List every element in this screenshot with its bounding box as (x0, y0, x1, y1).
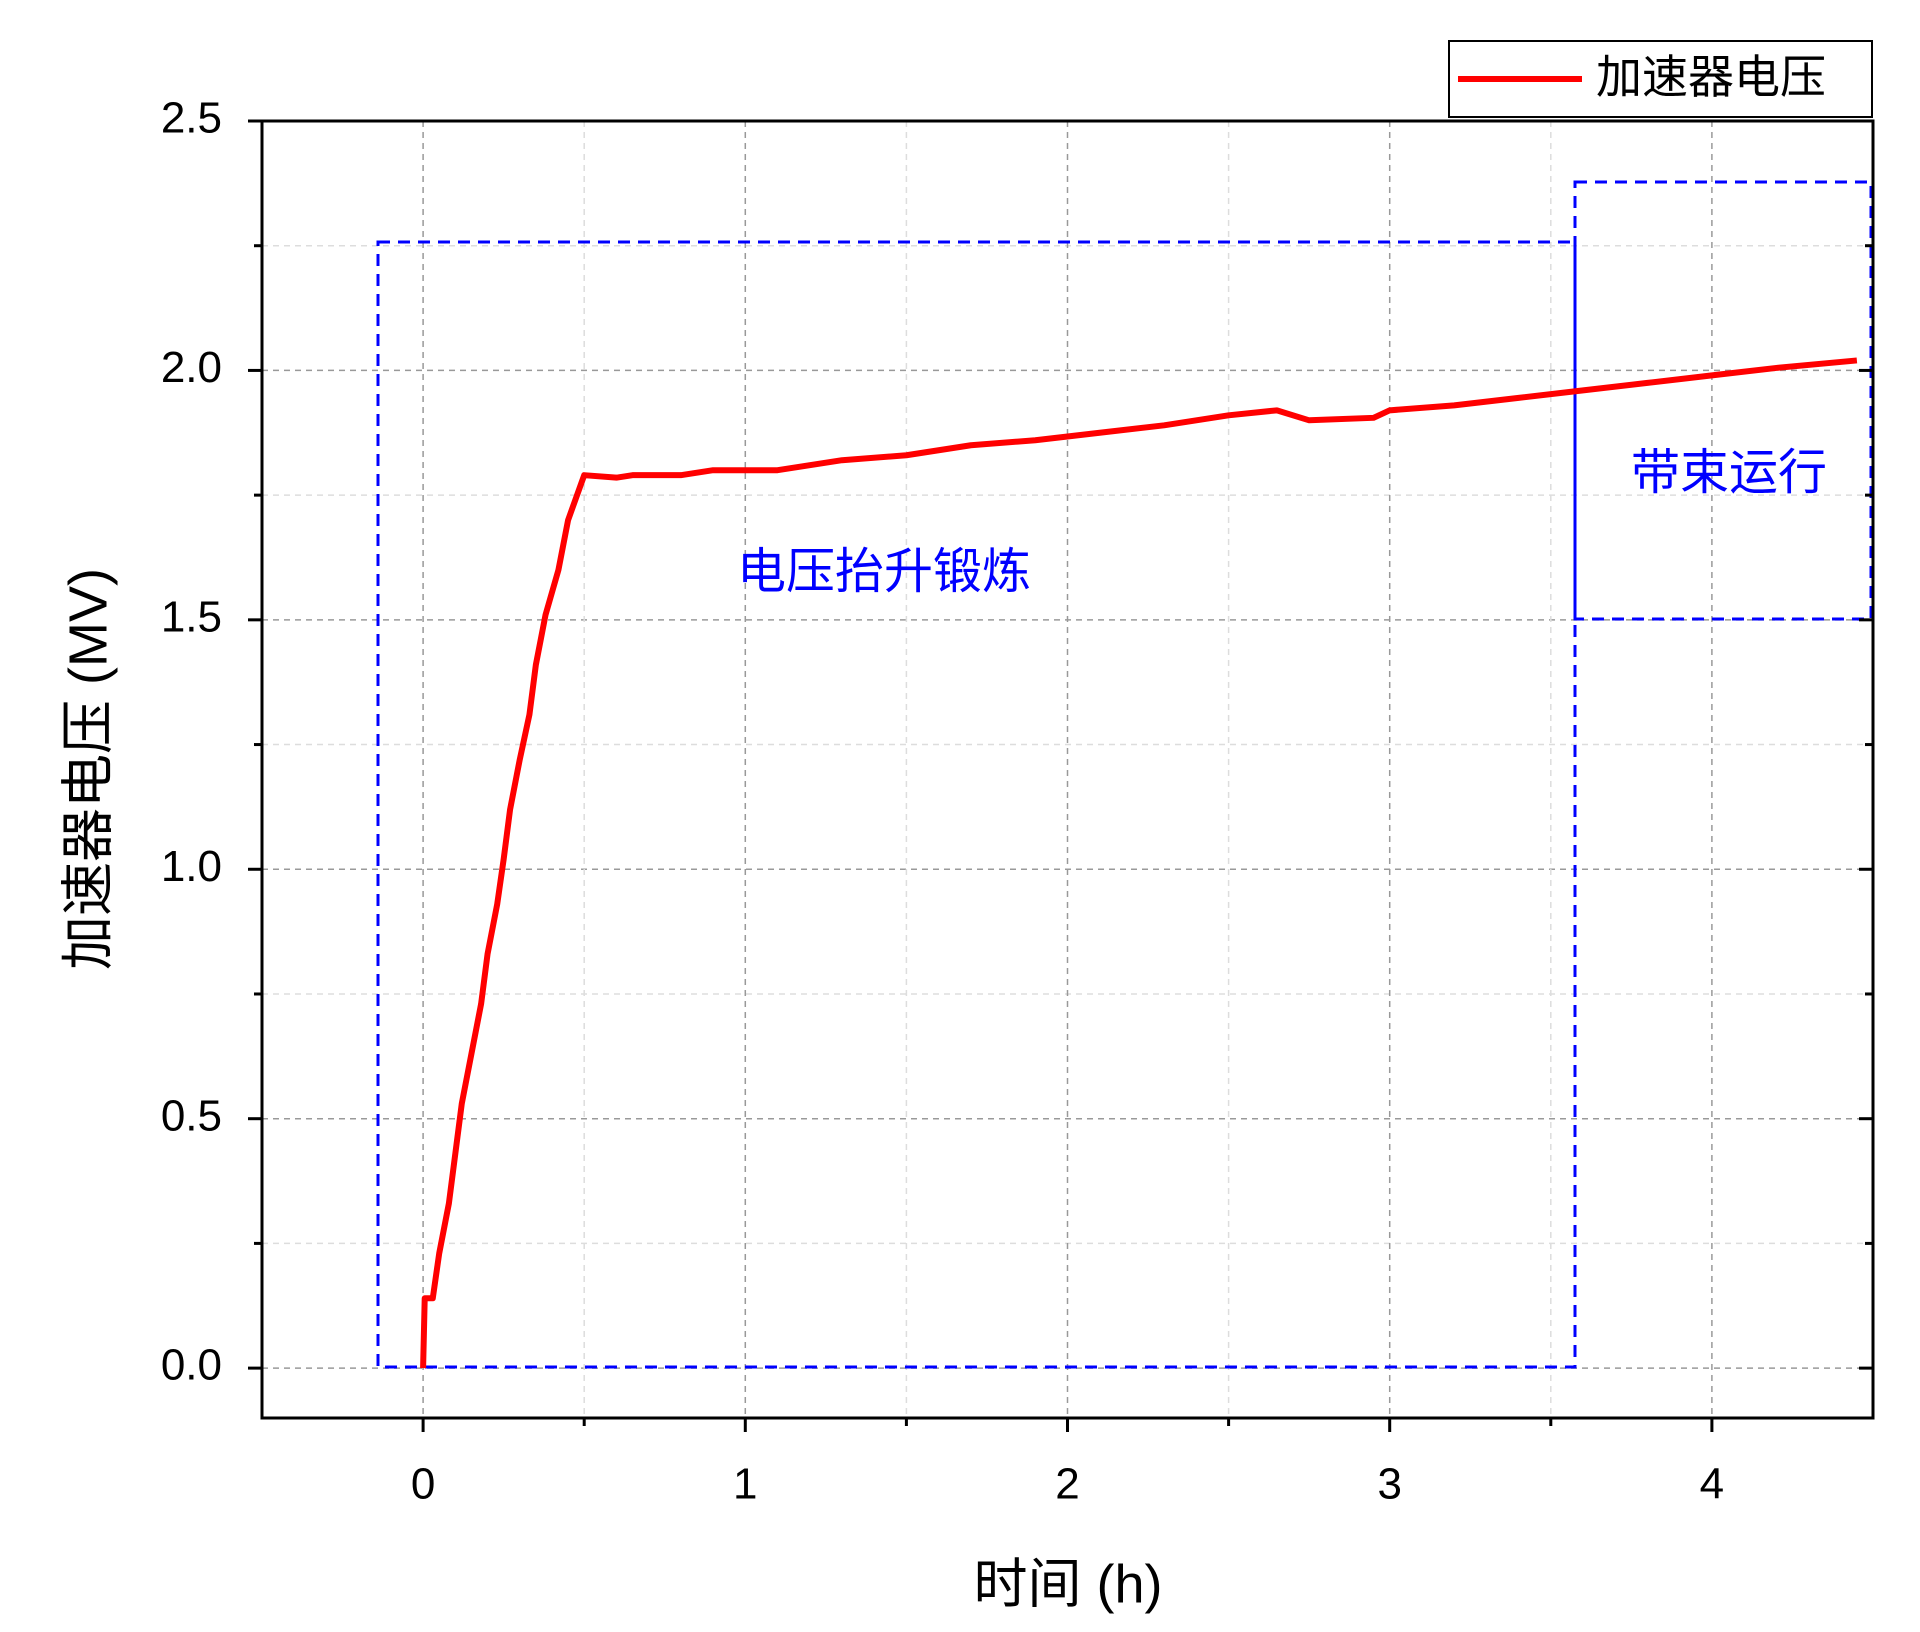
y-tick-label: 1.5 (161, 592, 222, 641)
x-tick-label: 2 (1055, 1460, 1079, 1509)
legend-label: 加速器电压 (1596, 51, 1826, 103)
x-axis-title: 时间 (h) (974, 1554, 1163, 1614)
y-tick-label: 1.0 (161, 842, 222, 891)
data-line (420, 357, 1858, 1369)
y-tick-label: 0.0 (161, 1341, 222, 1390)
y-tick-label: 0.5 (161, 1091, 222, 1140)
x-tick-label: 4 (1700, 1460, 1724, 1509)
x-tick-label: 0 (411, 1460, 435, 1509)
y-axis-title: 加速器电压 (MV) (58, 568, 118, 970)
y-tick-label: 2.0 (161, 343, 222, 392)
x-tick-label: 3 (1377, 1460, 1401, 1509)
annotation-box (376, 240, 1577, 1369)
plot-frame (260, 119, 1875, 1420)
x-tick-label: 1 (733, 1460, 757, 1509)
y-tick-label: 2.5 (161, 94, 222, 143)
annotation-text: 电压抬升锻炼 (737, 545, 1031, 599)
legend: 加速器电压 (1448, 40, 1873, 118)
annotation-text: 带束运行 (1631, 446, 1827, 500)
